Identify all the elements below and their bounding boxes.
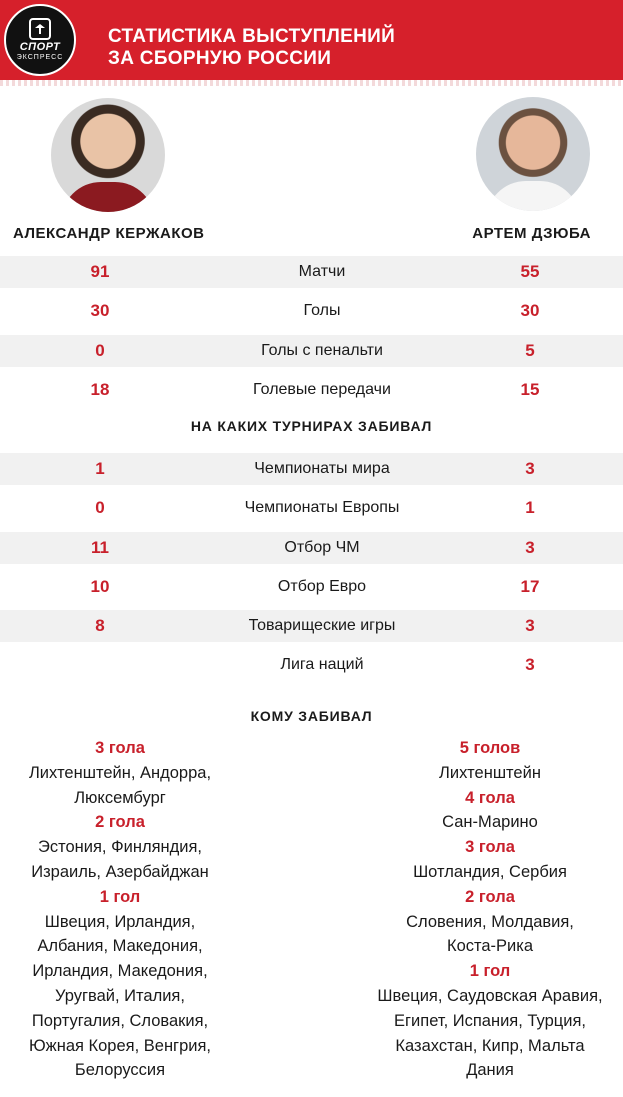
- right-value: 3: [525, 655, 535, 674]
- left-value: 11: [91, 538, 109, 557]
- opponents-line: Албания, Македония,: [37, 937, 203, 956]
- left-value: 0: [95, 341, 105, 360]
- stat-row: 11 Отбор ЧМ 3: [0, 532, 623, 564]
- opponents-line: Казахстан, Кипр, Мальта: [395, 1036, 585, 1055]
- right-value: 55: [520, 262, 540, 281]
- opponents-left-column: 3 гола Лихтенштейн, Андорра, Люксембург 2 г…: [0, 736, 240, 1083]
- opponents-line: Шотландия, Сербия: [413, 862, 567, 881]
- logo-line1: СПОРТ: [19, 41, 61, 53]
- player-photo-kerzhakov: [51, 98, 165, 212]
- stat-label: Чемпионаты мира: [254, 460, 390, 477]
- opponents-heading: КОМУ ЗАБИВАЛ: [250, 708, 373, 724]
- stat-label: Матчи: [298, 263, 346, 280]
- stat-row: 1 Чемпионаты мира 3: [0, 453, 623, 485]
- header-banner: СПОРТ ЭКСПРЕСС СТАТИСТИКА ВЫСТУПЛЕНИЙ ЗА…: [0, 0, 623, 86]
- player-name-left: АЛЕКСАНДР КЕРЖАКОВ: [13, 225, 205, 242]
- opponents-line: Лихтенштейн, Андорра,: [28, 763, 212, 782]
- goal-count-heading: 3 гола: [465, 838, 515, 857]
- opponents-line: Лихтенштейн: [439, 763, 541, 782]
- opponents-line: Египет, Испания, Турция,: [394, 1011, 586, 1030]
- stat-row: 10 Отбор Евро 17: [0, 571, 623, 603]
- stat-row: Лига наций 3: [0, 649, 623, 681]
- goal-count-heading: 3 гола: [95, 739, 145, 757]
- stat-label: Голы: [303, 302, 341, 319]
- opponents-line: Словения, Молдавия,: [406, 912, 574, 931]
- opponents-line: Португалия, Словакия,: [31, 1011, 209, 1030]
- opponents-line: Южная Корея, Венгрия,: [29, 1036, 211, 1055]
- goal-count-heading: 4 гола: [465, 788, 515, 807]
- left-value: 8: [95, 616, 105, 635]
- stat-row: 0 Голы с пенальти 5: [0, 335, 623, 367]
- goal-count-heading: 1 гол: [469, 962, 511, 981]
- goal-count-heading: 5 голов: [459, 739, 521, 757]
- right-value: 3: [525, 459, 535, 478]
- right-value: 15: [520, 380, 540, 399]
- right-value: 3: [525, 616, 535, 635]
- opponents-line: Эстония, Финляндия,: [37, 838, 202, 857]
- logo-arrow-icon: [29, 18, 51, 40]
- goal-count-heading: 2 гола: [95, 813, 145, 832]
- player-name-right: АРТЕМ ДЗЮБА: [472, 225, 591, 242]
- sport-express-logo: СПОРТ ЭКСПРЕСС: [4, 4, 76, 76]
- stat-row: 30 Голы 30: [0, 295, 623, 327]
- stat-label: Чемпионаты Европы: [244, 499, 400, 516]
- right-value: 1: [525, 498, 535, 517]
- opponents-line: Сан-Марино: [442, 813, 538, 832]
- left-value: 91: [90, 262, 110, 281]
- opponents-line: Израиль, Азербайджан: [31, 862, 209, 881]
- stat-label: Товарищеские игры: [248, 617, 396, 634]
- stat-row: 91 Матчи 55: [0, 256, 623, 288]
- opponents-line: Уругвай, Италия,: [55, 986, 185, 1005]
- title-line1: СТАТИСТИКА ВЫСТУПЛЕНИЙ: [108, 26, 396, 47]
- logo-line2: ЭКСПРЕСС: [16, 54, 64, 61]
- header-stripe: [0, 80, 623, 86]
- opponents-line: Швеция, Саудовская Аравия,: [377, 986, 603, 1005]
- stat-row: 18 Голевые передачи 15: [0, 374, 623, 406]
- player-photo-dzyuba: [476, 97, 590, 211]
- stat-label: Голы с пенальти: [261, 342, 383, 359]
- stat-row: 0 Чемпионаты Европы 1: [0, 492, 623, 524]
- right-value: 17: [520, 577, 540, 596]
- opponents-line: Ирландия, Македония,: [32, 962, 208, 981]
- left-value: 10: [90, 577, 110, 596]
- left-value: 1: [95, 459, 105, 478]
- right-value: 5: [525, 341, 535, 360]
- left-value: 18: [90, 380, 110, 399]
- stat-label: Отбор ЧМ: [284, 539, 360, 556]
- stat-label: Лига наций: [280, 656, 364, 673]
- opponents-line: Белоруссия: [74, 1061, 166, 1080]
- left-value: 30: [90, 301, 110, 320]
- goal-count-heading: 2 гола: [465, 887, 515, 906]
- page-title: СТАТИСТИКА ВЫСТУПЛЕНИЙ ЗА СБОРНУЮ РОССИИ: [108, 26, 395, 70]
- opponents-right-column: 5 голов Лихтенштейн 4 гола Сан-Марино 3 гола…: [370, 736, 610, 1083]
- stat-label: Голевые передачи: [253, 381, 391, 398]
- left-value: 0: [95, 498, 105, 517]
- title-line2: ЗА СБОРНУЮ РОССИИ: [108, 48, 332, 69]
- stat-row: 8 Товарищеские игры 3: [0, 610, 623, 642]
- right-value: 3: [525, 538, 535, 557]
- right-value: 30: [520, 301, 540, 320]
- goal-count-heading: 1 гол: [99, 887, 141, 906]
- opponents-line: Коста-Рика: [446, 937, 534, 956]
- stat-label: Отбор Евро: [277, 578, 367, 595]
- opponents-line: Швеция, Ирландия,: [44, 912, 196, 931]
- opponents-line: Дания: [466, 1061, 514, 1080]
- opponents-line: Люксембург: [74, 788, 166, 807]
- tournaments-heading: НА КАКИХ ТУРНИРАХ ЗАБИВАЛ: [190, 418, 433, 434]
